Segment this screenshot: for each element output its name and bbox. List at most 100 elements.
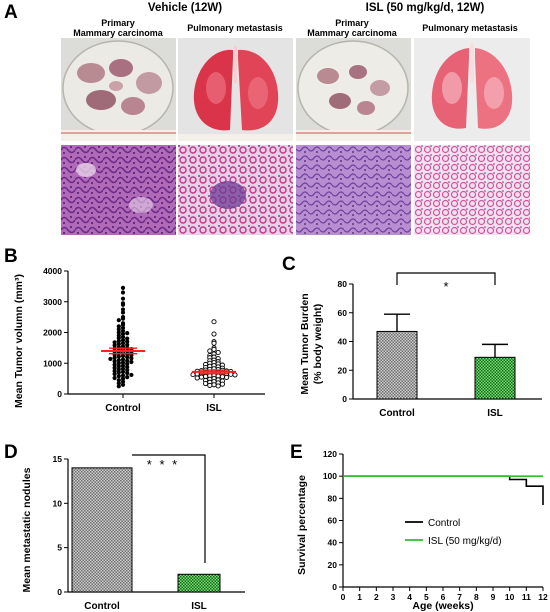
chart-b-point-0-14 xyxy=(116,327,121,332)
chart-b-point-0-12 xyxy=(116,324,121,329)
chart-b-point-1-7 xyxy=(215,349,221,356)
chart-b-point-0-18 xyxy=(120,331,126,337)
chart-b-point-1-44 xyxy=(190,372,196,378)
chart-b-point-1-3 xyxy=(211,340,217,346)
col-label-2-line1: Pulmonary metastasis xyxy=(187,23,283,33)
chart-e-x-tick-label-8: 8 xyxy=(474,592,479,602)
chart-c-significance-label: * xyxy=(443,279,448,294)
chart-b-point-0-54 xyxy=(125,358,130,363)
chart-b-point-0-13 xyxy=(120,325,126,330)
chart-d-significance-label: * * * xyxy=(147,457,179,472)
chart-c-y-tick-label-0: 0 xyxy=(342,394,347,404)
col-label-1: Primary Mammary carcinoma xyxy=(60,18,176,38)
panel-letter-c: C xyxy=(282,254,296,275)
chart-b-x-label-0: Control xyxy=(105,403,141,414)
chart-d-y-tick-label-2: 10 xyxy=(53,498,63,508)
chart-b-point-0-48 xyxy=(125,355,130,360)
chart-e-x-tick-label-1: 1 xyxy=(357,592,362,602)
chart-e-x-tick-label-3: 3 xyxy=(391,592,396,602)
chart-c-y-tick-label-1: 20 xyxy=(338,365,348,375)
chart-e-x-tick-label-4: 4 xyxy=(407,592,412,602)
chart-b-point-0-4 xyxy=(120,302,126,307)
chart-d-x-label-0: Control xyxy=(84,601,120,612)
photo-vehicle-primary xyxy=(61,38,176,141)
chart-b-point-0-16 xyxy=(116,330,121,335)
histology-isl-primary xyxy=(296,145,411,235)
chart-b-point-1-52 xyxy=(224,374,230,380)
chart-b-y-tick-label-3: 3000 xyxy=(43,297,62,307)
chart-b-point-0-8 xyxy=(120,316,126,321)
chart-b-point-0-77 xyxy=(112,375,117,381)
chart-b-point-0-76 xyxy=(125,374,130,380)
chart-b-point-0-23 xyxy=(120,338,126,343)
chart-b-point-1-64 xyxy=(211,382,217,388)
col-label-4: Pulmonary metastasis xyxy=(410,23,530,33)
chart-b-point-1-63 xyxy=(219,381,225,387)
chart-d-y-tick-label-3: 15 xyxy=(53,454,63,464)
photo-vehicle-lung xyxy=(178,38,293,141)
panel-letter-d: D xyxy=(4,442,18,463)
chart-b-y-tick-label-4: 4000 xyxy=(43,266,62,276)
panel-letter-e: E xyxy=(290,442,303,463)
chart-b-point-1-51 xyxy=(198,374,204,380)
chart-b-point-0-67 xyxy=(125,367,130,373)
chart-b-point-0-73 xyxy=(129,372,134,378)
chart-d-bar-0 xyxy=(71,467,133,593)
chart-e: Survival percentage Age (weeks) 02040608… xyxy=(296,449,548,612)
chart-b-point-0-27 xyxy=(120,341,126,346)
chart-b-point-0-6 xyxy=(120,310,126,315)
chart-e-y-tick-label-5: 100 xyxy=(323,471,337,481)
chart-e-x-tick-label-10: 10 xyxy=(505,592,515,602)
chart-e-y-tick-label-4: 80 xyxy=(328,493,338,503)
chart-b-point-0-11 xyxy=(120,322,126,327)
chart-b-point-0-15 xyxy=(120,328,126,334)
chart-d-y-tick-label-1: 5 xyxy=(57,543,62,553)
chart-c-bar-0 xyxy=(376,330,418,400)
chart-b-point-0-70 xyxy=(116,370,121,375)
col-label-3: Primary Mammary carcinoma xyxy=(294,18,410,38)
chart-b-point-0-57 xyxy=(120,360,126,365)
chart-b-y-tick-label-0: 0 xyxy=(57,389,62,399)
chart-b-point-0-81 xyxy=(116,381,121,386)
histology-isl-lung xyxy=(414,145,530,235)
chart-b-point-0-51 xyxy=(108,356,113,362)
chart-b-plot: 0 1000 2000 3000 4000 Control ISL xyxy=(43,266,265,414)
chart-b-x-label-1: ISL xyxy=(206,403,222,414)
chart-e-x-tick-label-0: 0 xyxy=(341,592,346,602)
chart-b-point-0-25 xyxy=(125,339,130,344)
chart-b-point-0-21 xyxy=(116,335,121,341)
chart-b-point-0-24 xyxy=(116,339,121,344)
chart-c-y-tick-label-3: 60 xyxy=(338,308,348,318)
chart-b-point-0-20 xyxy=(120,335,126,340)
chart-e-x-tick-label-5: 5 xyxy=(424,592,429,602)
chart-d: Mean metastatic nodules 0 5 10 15 Control ISL… xyxy=(21,454,245,612)
chart-b-point-1-65 xyxy=(207,382,213,388)
chart-e-x-tick-label-7: 7 xyxy=(457,592,462,602)
chart-b-point-0-46 xyxy=(120,353,126,358)
chart-b-point-0-22 xyxy=(125,336,130,341)
chart-d-significance-bracket xyxy=(132,454,206,563)
chart-b-point-0-58 xyxy=(116,361,121,366)
chart-e-legend-label-0: Control xyxy=(428,518,460,529)
chart-b-point-0-82 xyxy=(120,382,126,387)
chart-b-y-tick-label-1: 1000 xyxy=(43,358,62,368)
col-label-3-line2: Mammary carcinoma xyxy=(307,28,397,38)
chart-b-point-0-1 xyxy=(120,290,126,295)
chart-b-point-0-79 xyxy=(116,378,121,383)
chart-b-point-1-66 xyxy=(215,383,221,389)
chart-b-point-0-61 xyxy=(120,363,126,368)
chart-b-point-0-83 xyxy=(116,384,121,389)
chart-e-xlabel: Age (weeks) xyxy=(412,600,473,612)
chart-e-x-tick-label-2: 2 xyxy=(374,592,379,602)
chart-c-ylabel-line2: (% body weight) xyxy=(312,304,324,385)
photo-isl-lung xyxy=(414,38,530,141)
chart-b-point-1-6 xyxy=(207,348,213,354)
chart-b-point-0-66 xyxy=(116,367,121,372)
chart-b-point-0-56 xyxy=(129,359,134,365)
chart-b-point-0-72 xyxy=(112,371,117,377)
chart-e-legend-label-1: ISL (50 mg/kg/d) xyxy=(428,536,502,547)
histology-vehicle-lung xyxy=(178,145,293,235)
chart-b-point-0-63 xyxy=(125,364,130,370)
chart-e-x-tick-label-6: 6 xyxy=(441,592,446,602)
col-label-3-line1: Primary xyxy=(335,18,369,28)
